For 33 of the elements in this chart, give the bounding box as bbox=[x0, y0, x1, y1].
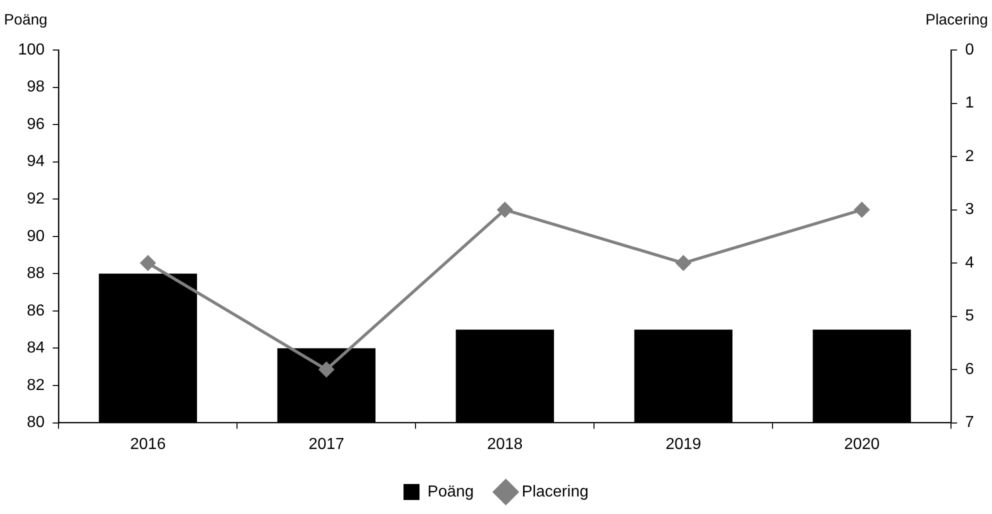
y2-tick-label: 0 bbox=[965, 41, 974, 58]
y2-tick-label: 2 bbox=[965, 148, 974, 165]
y2-tick-label: 1 bbox=[965, 94, 974, 112]
y-tick-label: 100 bbox=[18, 41, 45, 58]
y-tick-label: 94 bbox=[26, 153, 45, 170]
x-tick-label: 2020 bbox=[844, 436, 880, 453]
legend-label: Poäng bbox=[428, 483, 474, 500]
y-tick-label: 98 bbox=[26, 78, 45, 96]
point bbox=[854, 202, 870, 218]
y-tick-label: 80 bbox=[26, 414, 45, 432]
x-tick-label: 2017 bbox=[308, 436, 344, 453]
y-axis-title: Poäng bbox=[4, 12, 48, 29]
x-tick-label: 2018 bbox=[487, 436, 523, 453]
x-tick-label: 2016 bbox=[130, 436, 166, 453]
y-tick-label: 96 bbox=[26, 116, 45, 133]
point bbox=[497, 202, 512, 218]
y-tick-label: 84 bbox=[26, 340, 45, 357]
y2-tick-label: 7 bbox=[965, 414, 974, 432]
y-tick-label: 86 bbox=[26, 302, 45, 320]
legend-label: Placering bbox=[522, 483, 588, 500]
y-tick-label: 88 bbox=[26, 265, 45, 282]
y-tick-label: 82 bbox=[26, 376, 45, 394]
y2-tick-label: 3 bbox=[965, 201, 974, 218]
y-tick-label: 90 bbox=[26, 228, 45, 245]
point bbox=[676, 256, 691, 271]
point bbox=[318, 362, 334, 378]
y-tick-label: 92 bbox=[26, 190, 45, 208]
y2-axis-title: Placering bbox=[925, 12, 988, 29]
y2-tick-label: 6 bbox=[965, 360, 974, 378]
x-tick-label: 2019 bbox=[666, 436, 702, 453]
point bbox=[140, 256, 156, 271]
y2-tick-label: 4 bbox=[965, 254, 974, 272]
y2-tick-label: 5 bbox=[965, 308, 974, 325]
